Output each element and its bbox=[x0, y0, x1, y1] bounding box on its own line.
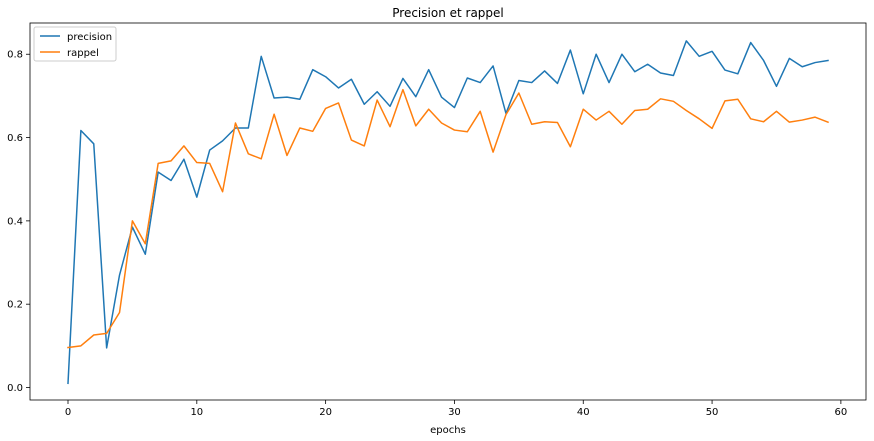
y-tick-label: 0.0 bbox=[7, 383, 23, 394]
y-axis: 0.0 0.2 0.4 0.6 0.8 bbox=[7, 50, 30, 394]
series-line-precision bbox=[67, 40, 829, 385]
plot-area-border bbox=[29, 22, 867, 401]
x-tick-label: 50 bbox=[706, 407, 719, 418]
x-tick-label: 30 bbox=[448, 407, 461, 418]
y-tick-label: 0.2 bbox=[7, 300, 23, 311]
legend-label-precision: precision bbox=[67, 32, 112, 43]
x-axis-label: epochs bbox=[430, 425, 466, 436]
x-tick-label: 10 bbox=[190, 407, 203, 418]
x-tick-label: 40 bbox=[577, 407, 590, 418]
chart-title: Precision et rappel bbox=[392, 6, 504, 20]
legend-label-rappel: rappel bbox=[67, 48, 99, 59]
plot-frame bbox=[29, 22, 867, 401]
series-line-rappel bbox=[67, 88, 829, 349]
x-tick-label: 20 bbox=[319, 407, 332, 418]
y-tick-label: 0.8 bbox=[7, 50, 23, 61]
x-axis: 0 10 20 30 40 50 60 bbox=[65, 400, 847, 418]
series-layer bbox=[67, 40, 829, 385]
y-tick-label: 0.4 bbox=[7, 216, 23, 227]
y-tick-label: 0.6 bbox=[7, 133, 23, 144]
x-tick-label: 0 bbox=[65, 407, 71, 418]
legend: precision rappel bbox=[33, 26, 117, 62]
x-tick-label: 60 bbox=[835, 407, 848, 418]
